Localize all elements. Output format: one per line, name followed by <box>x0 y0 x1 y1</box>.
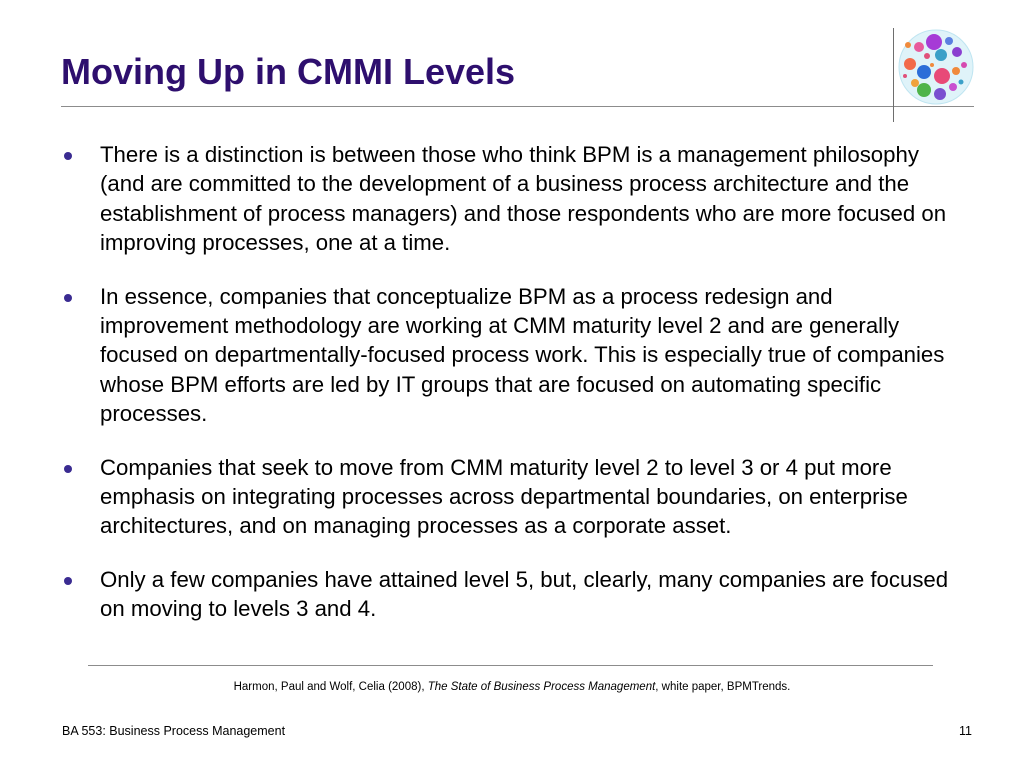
citation-rest: , white paper, BPMTrends. <box>655 681 791 693</box>
bullet-dot-icon <box>64 576 72 585</box>
title-divider <box>61 106 974 107</box>
bullet-item: There is a distinction is between those … <box>60 140 960 258</box>
bullet-item: Only a few companies have attained level… <box>60 565 960 624</box>
bullet-dot-icon <box>64 152 72 160</box>
bullet-item: In essence, companies that conceptualize… <box>60 282 960 429</box>
citation-divider <box>88 665 933 666</box>
bullet-list: There is a distinction is between those … <box>60 140 960 648</box>
page-number: 11 <box>959 724 972 738</box>
bullet-text: Only a few companies have attained level… <box>100 566 949 622</box>
bullet-dot-icon <box>64 464 72 473</box>
bullet-item: Companies that seek to move from CMM mat… <box>60 453 960 541</box>
footer-course: BA 553: Business Process Management <box>62 724 286 738</box>
citation-work-title: The State of Business Process Management <box>427 681 656 693</box>
citation-authors: Harmon, Paul and Wolf, Celia (2008), <box>233 681 428 693</box>
bullet-text: Companies that seek to move from CMM mat… <box>100 454 908 539</box>
header-vertical-divider <box>893 28 894 122</box>
bubbles-logo-icon <box>898 29 974 105</box>
bullet-text: In essence, companies that conceptualize… <box>100 283 945 427</box>
slide-title: Moving Up in CMMI Levels <box>61 51 516 92</box>
bullet-dot-icon <box>64 293 72 302</box>
citation: Harmon, Paul and Wolf, Celia (2008), The… <box>0 681 1024 693</box>
bullet-text: There is a distinction is between those … <box>100 142 947 256</box>
